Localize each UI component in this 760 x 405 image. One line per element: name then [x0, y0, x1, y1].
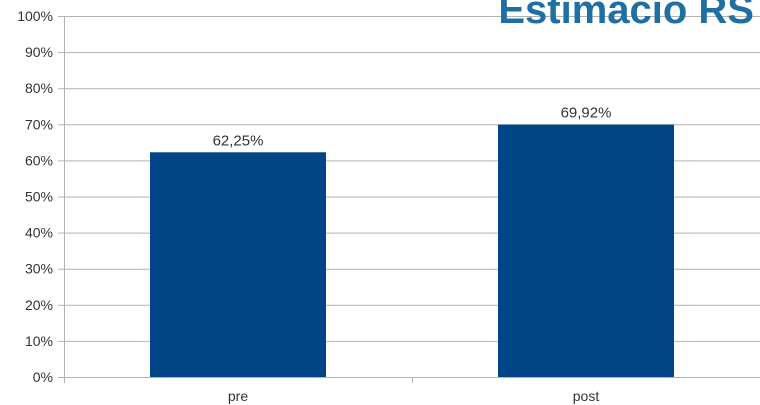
value-label: 69,92% — [561, 105, 612, 122]
y-tick-label: 100% — [17, 8, 53, 24]
labels: 0% 10% 20% 30% 40% 50% 60% 70% 80% 90% 100% 62,25% p… — [17, 8, 611, 404]
y-tick-label: 10% — [25, 333, 53, 349]
y-tick-label: 30% — [25, 261, 53, 277]
y-tick-label: 40% — [25, 225, 53, 241]
y-tick-label: 20% — [25, 297, 53, 313]
y-tick-label: 0% — [33, 369, 53, 385]
axes — [58, 16, 413, 383]
bar-pre — [150, 152, 326, 377]
bar-post — [498, 124, 674, 377]
y-tick-label: 60% — [25, 152, 53, 168]
y-tick-label: 80% — [25, 80, 53, 96]
x-tick-label: post — [573, 388, 600, 404]
value-label: 62,25% — [213, 132, 264, 149]
page-title: Estimació RS — [498, 0, 754, 32]
y-tick-label: 70% — [25, 116, 53, 132]
y-tick-label: 90% — [25, 44, 53, 60]
bars — [150, 124, 674, 377]
x-tick-label: pre — [228, 388, 248, 404]
y-tick-label: 50% — [25, 189, 53, 205]
